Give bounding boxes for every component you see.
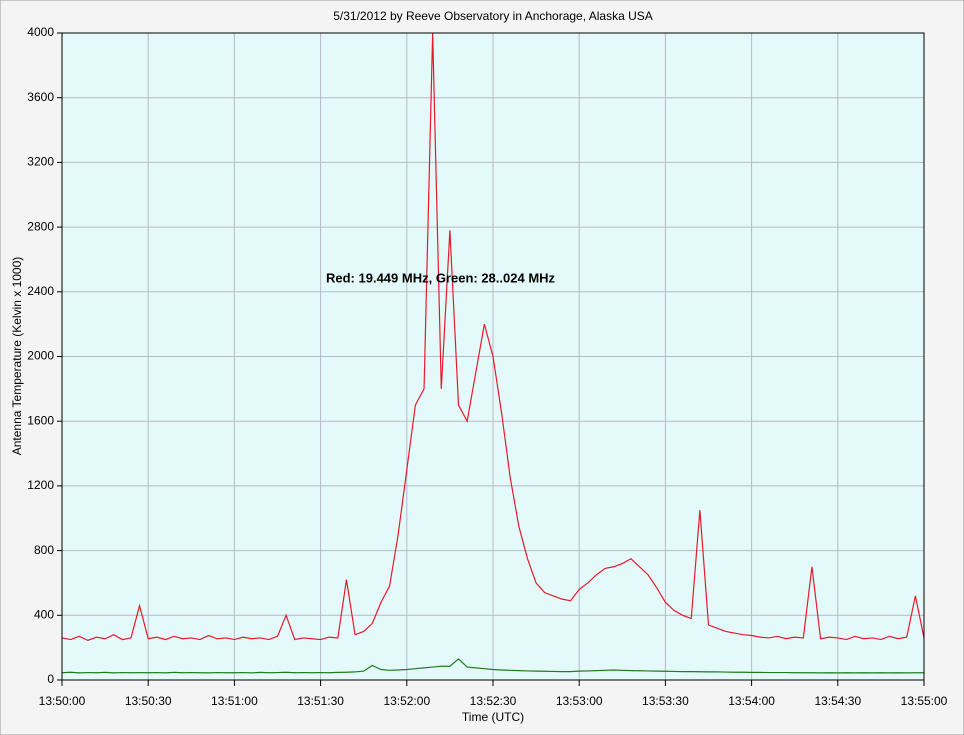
y-tick-label: 400	[34, 607, 54, 621]
x-tick-label: 13:54:00	[728, 694, 775, 708]
y-tick-label: 0	[47, 672, 54, 686]
x-tick-label: 13:50:30	[125, 694, 172, 708]
x-tick-label: 13:53:00	[556, 694, 603, 708]
y-tick-label: 4000	[27, 25, 54, 39]
x-tick-label: 13:51:30	[297, 694, 344, 708]
y-tick-label: 2000	[27, 349, 54, 363]
x-tick-label: 13:51:00	[211, 694, 258, 708]
x-tick-label: 13:55:00	[901, 694, 948, 708]
x-axis-label: Time (UTC)	[462, 710, 524, 724]
y-tick-label: 2800	[27, 219, 54, 233]
x-tick-label: 13:53:30	[642, 694, 689, 708]
y-tick-label: 1200	[27, 478, 54, 492]
y-tick-label: 800	[34, 543, 54, 557]
x-tick-label: 13:50:00	[39, 694, 86, 708]
y-tick-label: 3200	[27, 155, 54, 169]
x-tick-label: 13:54:30	[814, 694, 861, 708]
y-tick-label: 1600	[27, 413, 54, 427]
y-tick-label: 3600	[27, 90, 54, 104]
x-tick-label: 13:52:00	[383, 694, 430, 708]
y-tick-label: 2400	[27, 284, 54, 298]
chart-title: 5/31/2012 by Reeve Observatory in Anchor…	[333, 9, 653, 23]
series-line	[61, 32, 925, 642]
series-line	[61, 658, 924, 674]
x-tick-label: 13:52:30	[470, 694, 517, 708]
y-axis-label: Antenna Temperature (Kelvin x 1000)	[10, 257, 24, 456]
annotation: Red: 19.449 MHz, Green: 28..024 MHz	[326, 270, 556, 285]
